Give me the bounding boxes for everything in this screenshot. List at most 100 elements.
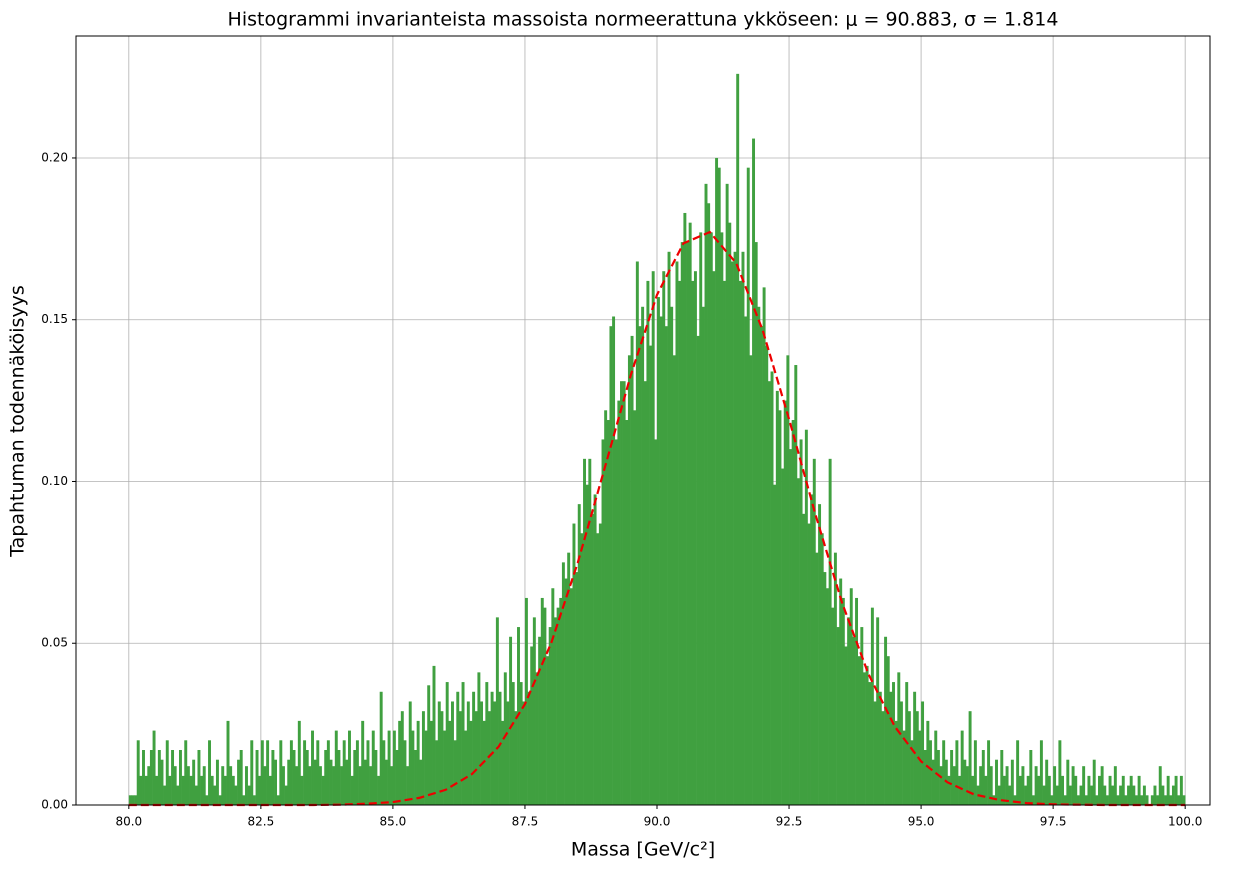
histogram-bar bbox=[670, 306, 674, 805]
histogram-bar bbox=[791, 420, 795, 805]
histogram-bar bbox=[1095, 795, 1099, 805]
histogram-bar bbox=[807, 523, 811, 805]
histogram-bar bbox=[398, 720, 402, 805]
histogram-bar bbox=[258, 775, 262, 805]
histogram-bar bbox=[451, 701, 454, 805]
histogram-bar bbox=[535, 672, 539, 805]
histogram-bar bbox=[173, 766, 177, 805]
histogram-bar bbox=[981, 750, 985, 805]
histogram-bar bbox=[675, 261, 679, 806]
histogram-bar bbox=[139, 775, 143, 805]
histogram-bar bbox=[242, 795, 246, 805]
histogram-bar bbox=[1071, 766, 1075, 805]
histogram-bar bbox=[1026, 775, 1030, 805]
histogram-bar bbox=[160, 759, 164, 805]
histogram-bar bbox=[960, 730, 964, 805]
histogram-bar bbox=[424, 730, 428, 805]
histogram-bar bbox=[617, 400, 621, 805]
histogram-bar bbox=[1087, 775, 1091, 805]
histogram-bar bbox=[274, 759, 278, 805]
histogram-bar bbox=[947, 775, 951, 805]
histogram-bar bbox=[583, 458, 586, 805]
histogram-bar bbox=[892, 682, 895, 805]
histogram-bar bbox=[1034, 766, 1038, 805]
histogram-bar bbox=[654, 439, 658, 805]
histogram-bar bbox=[989, 766, 993, 805]
histogram-bar bbox=[268, 775, 272, 805]
histogram-bar bbox=[144, 775, 148, 805]
histogram-bar bbox=[680, 242, 684, 806]
histogram-bar bbox=[303, 740, 307, 805]
histogram-bar bbox=[554, 617, 557, 805]
histogram-bar bbox=[730, 261, 734, 806]
chart-title: Histogrammi invarianteista massoista nor… bbox=[228, 9, 1059, 31]
histogram-bar bbox=[279, 740, 283, 805]
histogram-bar bbox=[239, 750, 243, 805]
fit-curve bbox=[128, 230, 1186, 807]
histogram-bar bbox=[604, 410, 608, 805]
histogram-bar bbox=[237, 759, 241, 805]
histogram-bar bbox=[189, 775, 193, 805]
histogram-bar bbox=[965, 766, 969, 805]
histogram-bar bbox=[1121, 775, 1125, 805]
histogram-bar bbox=[168, 775, 172, 805]
histogram-bar bbox=[186, 766, 190, 805]
histogram-bar bbox=[812, 458, 816, 805]
histogram-bar bbox=[767, 381, 771, 805]
histogram-bar bbox=[377, 775, 381, 805]
histogram-bar bbox=[408, 701, 412, 805]
histogram-bar bbox=[884, 636, 888, 805]
histogram-bar bbox=[443, 730, 447, 805]
histogram-bar bbox=[361, 720, 365, 805]
histogram-bar bbox=[218, 795, 222, 805]
histogram-bar bbox=[234, 785, 238, 805]
histogram-bar bbox=[569, 588, 573, 805]
histogram-bar bbox=[609, 326, 613, 805]
histogram-bar bbox=[205, 795, 209, 805]
histogram-bar bbox=[210, 775, 214, 805]
histogram-bar bbox=[701, 306, 705, 805]
histogram-bar bbox=[184, 740, 188, 805]
histogram-bar bbox=[231, 775, 235, 805]
histogram-bar bbox=[757, 306, 761, 805]
x-tick-label: 97.5 bbox=[1040, 815, 1067, 829]
histogram-bar bbox=[958, 775, 961, 805]
histogram-bar bbox=[503, 672, 507, 805]
histogram-bar bbox=[1161, 785, 1165, 805]
histogram-bar bbox=[480, 701, 483, 805]
histogram-bar bbox=[971, 775, 975, 805]
histogram-bar bbox=[1010, 759, 1014, 805]
histogram-bar bbox=[337, 750, 341, 805]
histogram-bar bbox=[918, 730, 922, 805]
histogram-bar bbox=[197, 750, 201, 805]
histogram-bar bbox=[208, 740, 211, 805]
histogram-bar bbox=[561, 562, 565, 805]
histogram-bar bbox=[149, 750, 153, 805]
histogram-bar bbox=[369, 766, 373, 805]
histogram-bar bbox=[606, 420, 610, 805]
histogram-bar bbox=[596, 533, 600, 805]
histogram-bar bbox=[1090, 785, 1094, 805]
histogram-bar bbox=[913, 691, 917, 805]
histogram-bar bbox=[395, 750, 399, 805]
histogram-bar bbox=[804, 429, 808, 805]
histogram-bar bbox=[1005, 766, 1009, 805]
histogram-bar bbox=[559, 597, 563, 805]
histogram-bar bbox=[477, 672, 481, 805]
histogram-bar bbox=[667, 251, 671, 805]
histogram-bar bbox=[844, 646, 848, 805]
histogram-bar bbox=[530, 646, 534, 805]
histogram-bar bbox=[580, 533, 584, 805]
histogram-bar bbox=[894, 720, 898, 805]
histogram-bar bbox=[490, 691, 494, 805]
y-axis-label: Tapahtuman todennäköisyys bbox=[7, 285, 29, 558]
histogram-bar bbox=[292, 750, 296, 805]
histogram-bar bbox=[759, 326, 763, 805]
histogram-bar bbox=[899, 701, 903, 805]
histogram-bar bbox=[1134, 795, 1138, 805]
histogram-bar bbox=[532, 617, 536, 805]
histogram-bar bbox=[284, 785, 288, 805]
histogram-bar bbox=[464, 730, 468, 805]
y-tick-label: 0.00 bbox=[41, 798, 68, 812]
